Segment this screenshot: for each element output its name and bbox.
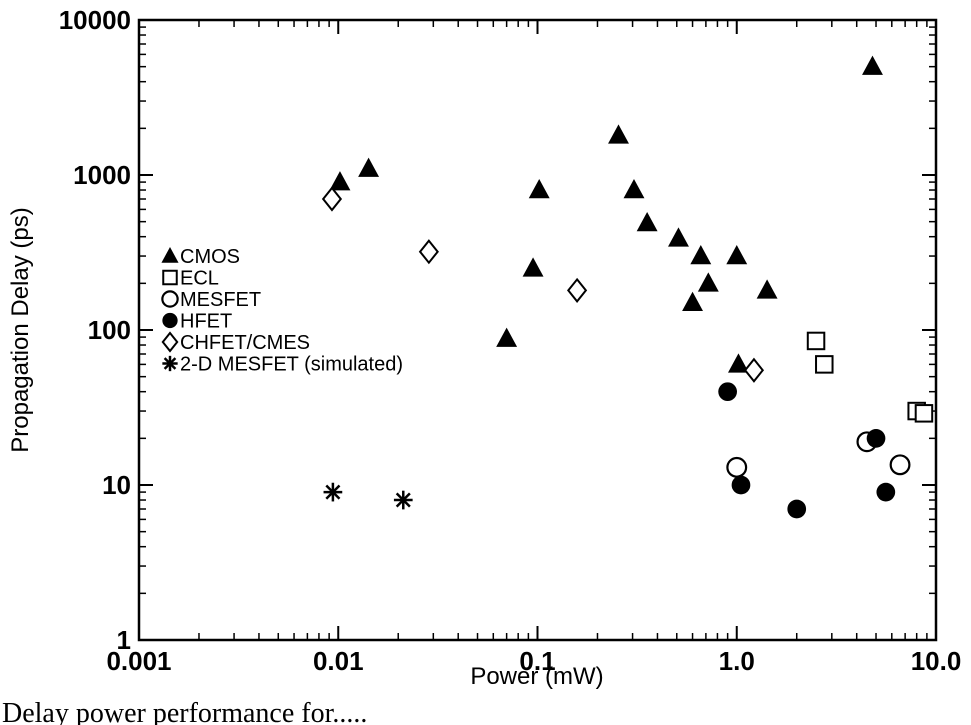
legend-marker [161,290,179,308]
legend-marker [162,312,178,329]
y-tick-label: 1000 [73,160,131,190]
x-tick-label: 0.01 [313,646,364,676]
legend-marker [161,331,179,353]
legend-item: HFET [162,311,232,333]
data-point [393,490,413,510]
x-tick-label: 0.001 [106,646,171,676]
y-tick-label: 10000 [59,5,131,35]
series-chfet-cmes [321,186,765,383]
data-point [743,357,765,383]
legend-label: CHFET/CMES [180,332,310,354]
legend-label: HFET [180,311,232,333]
data-point [690,245,712,265]
data-point [636,212,658,232]
data-point [726,245,748,265]
data-point [323,482,343,502]
data-point [731,475,751,495]
y-axis-title: Propagation Delay (ps) [7,207,34,452]
legend-label: MESFET [180,289,261,311]
series-ecl [806,331,934,423]
data-point [358,157,380,177]
series-2-d-mesfet-simulated- [323,482,413,510]
data-point [522,257,544,277]
data-point [876,482,896,502]
legend-item: CHFET/CMES [161,331,310,354]
figure-caption: Delay power performance for..... [2,698,368,725]
legend-item: 2-D MESFET (simulated) [162,354,403,376]
legend-label: ECL [180,268,219,290]
y-tick-label: 1 [117,625,131,655]
x-tick-label: 1.0 [719,646,755,676]
y-tick-label: 100 [88,315,131,345]
tick-labels: 0.001 0.01 0.1 1.0 10.0 1 10 100 1000 10000 [59,5,962,676]
legend-item: CMOS [161,246,240,268]
data-point [668,227,689,247]
legend-marker [162,269,178,286]
data-point [787,499,807,519]
legend-marker [162,355,178,372]
data-marks [321,55,934,519]
legend-item: ECL [162,268,219,290]
data-point [329,171,351,191]
data-point [418,239,439,265]
data-point [718,382,737,402]
data-point [608,124,629,144]
legend-label: CMOS [180,246,240,268]
data-point [528,179,550,199]
data-point [806,331,826,351]
data-point [726,456,748,478]
axis-ticks [138,19,937,641]
y-tick-label: 10 [102,470,131,500]
data-point [728,353,749,373]
data-point [862,55,883,75]
data-point [496,327,518,347]
data-point [889,454,911,476]
data-point [567,277,588,304]
x-tick-label: 10.0 [911,646,962,676]
data-point [914,404,934,423]
data-point [321,186,343,212]
series-hfet [718,382,896,519]
scatter-chart: 0.001 0.01 0.1 1.0 10.0 1 10 100 1000 10000 CMOSE… [7,5,962,690]
data-point [866,428,886,448]
data-point [756,279,778,299]
series-cmos [329,55,883,373]
x-axis-title: Power (mW) [470,663,603,690]
data-point [682,291,703,311]
data-point [623,179,645,199]
data-point [697,272,719,292]
legend-marker [161,247,179,263]
legend-label: 2-D MESFET (simulated) [180,354,403,376]
x-tick-label: 0.1 [519,646,555,676]
legend-item: MESFET [161,289,261,311]
data-point [815,355,834,374]
plot-area-frame [137,18,938,642]
